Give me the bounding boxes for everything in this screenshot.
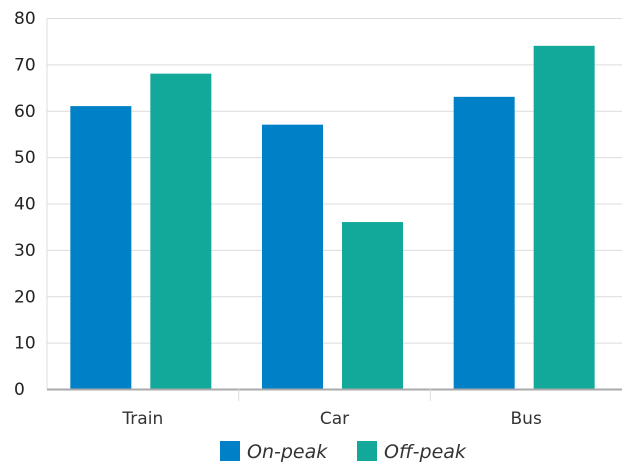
- x-axis-categories: Train Car Bus: [121, 409, 542, 429]
- bar-on-peak-car: [262, 124, 323, 389]
- y-tick-label: 80: [14, 9, 36, 29]
- y-tick-label: 10: [14, 334, 36, 354]
- bar-off-peak-car: [342, 222, 403, 389]
- x-category-label: Bus: [511, 409, 542, 429]
- bars: [70, 45, 595, 390]
- bar-on-peak-train: [70, 106, 132, 390]
- x-category-label: Train: [121, 409, 163, 429]
- y-tick-label: 60: [14, 102, 36, 122]
- legend-swatch-on-peak: [220, 441, 240, 461]
- y-tick-label: 50: [14, 148, 36, 168]
- y-tick-label: 40: [14, 195, 36, 215]
- y-tick-label: 30: [14, 241, 36, 261]
- legend-label: On-peak: [247, 441, 328, 463]
- legend-label: Off-peak: [384, 441, 467, 463]
- y-tick-label: 0: [14, 380, 25, 400]
- y-tick-label: 70: [14, 55, 36, 75]
- bar-on-peak-bus: [453, 96, 515, 390]
- bar-off-peak-bus: [533, 45, 595, 389]
- grid-lines: [46, 18, 622, 389]
- y-tick-label: 20: [14, 287, 36, 307]
- y-axis-ticks: 0 10 20 30 40 50 60 70 80: [14, 9, 36, 400]
- x-axis: [47, 388, 622, 401]
- legend: On-peak Off-peak: [220, 441, 467, 463]
- bar-off-peak-train: [150, 73, 212, 390]
- x-category-label: Car: [320, 409, 349, 429]
- legend-swatch-off-peak: [357, 441, 377, 461]
